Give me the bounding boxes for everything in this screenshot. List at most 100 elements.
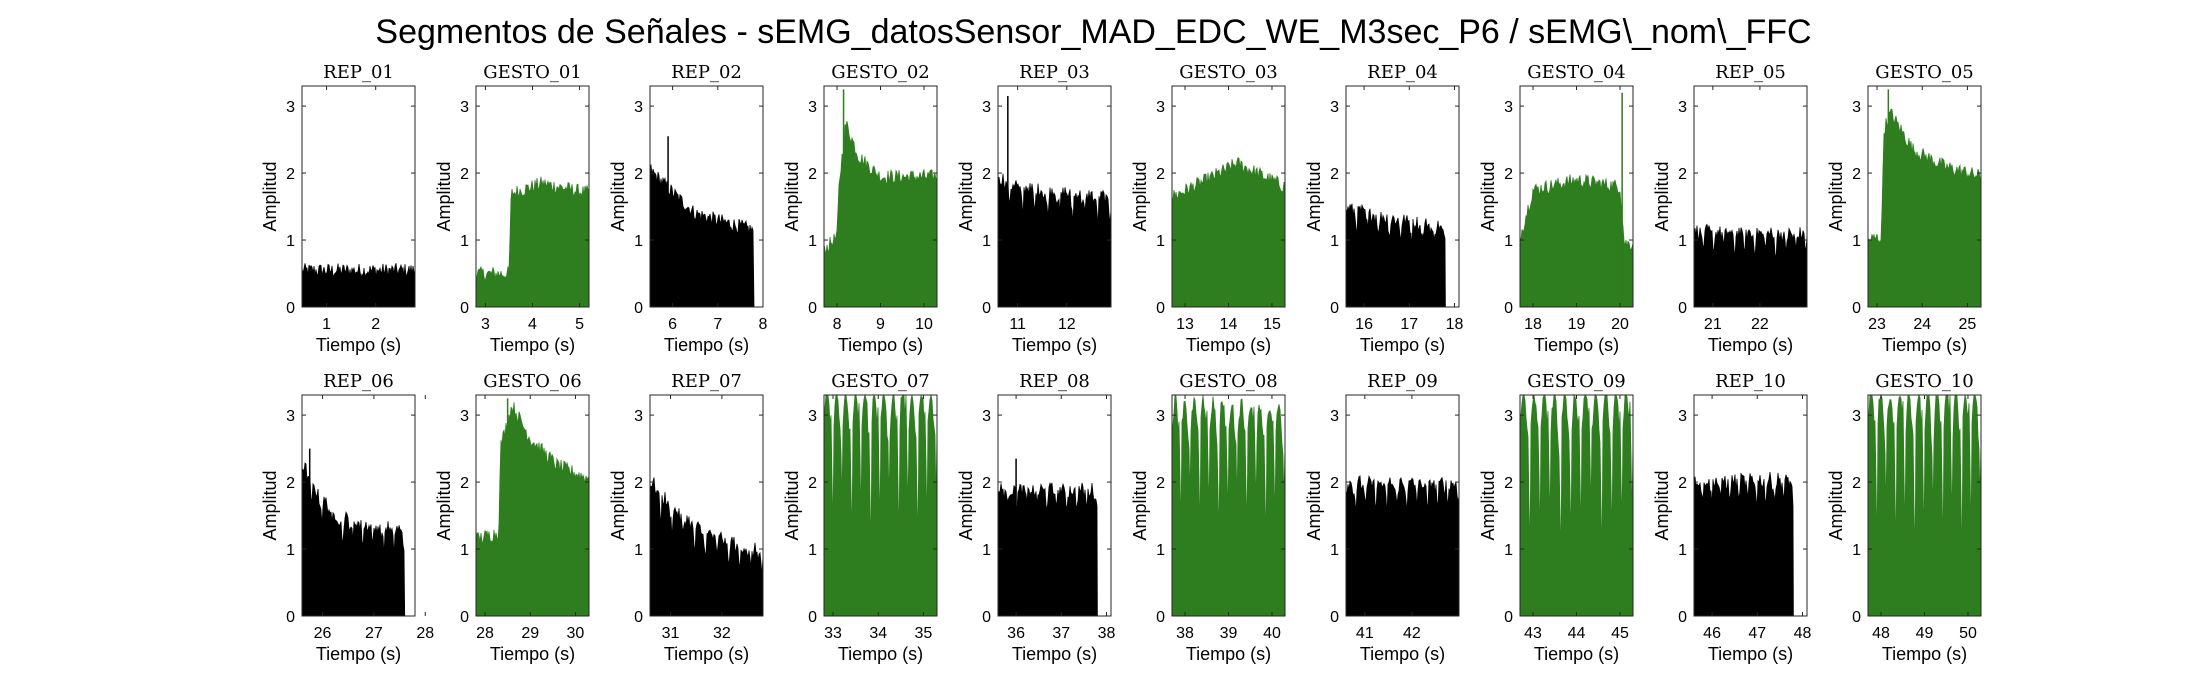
y-tick-label: 3 bbox=[286, 408, 295, 425]
subplot-gesto-09: 0 1 2 3 43 44 45 GESTO_09 Tiempo (s) Amplitud bbox=[1478, 371, 1634, 664]
x-axis-label: Tiempo (s) bbox=[316, 335, 401, 355]
signal-area bbox=[997, 173, 1112, 308]
y-tick-label: 2 bbox=[808, 475, 817, 492]
x-tick-label: 48 bbox=[1794, 625, 1812, 642]
y-tick-label: 2 bbox=[1678, 166, 1687, 183]
y-tick-label: 3 bbox=[982, 99, 991, 116]
x-tick-label: 31 bbox=[662, 625, 680, 642]
axes-box bbox=[1345, 394, 1460, 617]
subplot-title: GESTO_02 bbox=[831, 62, 930, 83]
axes-box bbox=[301, 394, 416, 617]
y-tick-label: 0 bbox=[460, 609, 469, 626]
x-tick-label: 32 bbox=[713, 625, 731, 642]
axes-box bbox=[649, 394, 764, 617]
axes-box bbox=[997, 85, 1112, 308]
x-tick-label: 28 bbox=[476, 625, 494, 642]
x-tick-label: 3 bbox=[481, 316, 490, 333]
x-tick-label: 30 bbox=[567, 625, 585, 642]
y-axis-label: Amplitud bbox=[1304, 470, 1324, 540]
y-tick-label: 0 bbox=[1330, 300, 1339, 317]
signal-area bbox=[1171, 157, 1286, 308]
signal-area bbox=[823, 393, 938, 617]
subplot-rep-08: 0 1 2 3 36 37 38 REP_08 Tiempo (s) Amplitud bbox=[956, 371, 1115, 664]
y-tick-label: 1 bbox=[286, 233, 295, 250]
y-tick-label: 0 bbox=[634, 300, 643, 317]
y-tick-label: 0 bbox=[808, 300, 817, 317]
subplot-title: REP_05 bbox=[1715, 62, 1786, 83]
x-axis-label: Tiempo (s) bbox=[664, 335, 749, 355]
subplot-title: REP_09 bbox=[1367, 371, 1438, 392]
y-tick-label: 0 bbox=[1504, 300, 1513, 317]
x-axis-label: Tiempo (s) bbox=[1708, 335, 1793, 355]
x-tick-label: 12 bbox=[1058, 316, 1076, 333]
x-axis-label: Tiempo (s) bbox=[1360, 644, 1445, 664]
y-axis-label: Amplitud bbox=[608, 470, 628, 540]
y-tick-label: 0 bbox=[1678, 609, 1687, 626]
y-tick-label: 3 bbox=[460, 408, 469, 425]
y-tick-label: 3 bbox=[634, 408, 643, 425]
y-tick-label: 1 bbox=[1156, 542, 1165, 559]
y-tick-label: 3 bbox=[982, 408, 991, 425]
y-tick-label: 0 bbox=[286, 300, 295, 317]
y-tick-label: 2 bbox=[1504, 166, 1513, 183]
x-tick-label: 38 bbox=[1098, 625, 1116, 642]
x-tick-label: 24 bbox=[1913, 316, 1931, 333]
x-axis-label: Tiempo (s) bbox=[1534, 335, 1619, 355]
y-tick-label: 1 bbox=[1678, 542, 1687, 559]
x-axis-label: Tiempo (s) bbox=[1012, 335, 1097, 355]
y-tick-label: 1 bbox=[460, 233, 469, 250]
x-tick-label: 39 bbox=[1220, 625, 1238, 642]
y-tick-label: 2 bbox=[1156, 166, 1165, 183]
x-tick-label: 28 bbox=[416, 625, 434, 642]
y-tick-label: 2 bbox=[460, 475, 469, 492]
y-tick-label: 2 bbox=[460, 166, 469, 183]
signal-area bbox=[1867, 108, 1982, 308]
subplot-gesto-10: 0 1 2 3 48 49 50 GESTO_10 Tiempo (s) Amplitud bbox=[1826, 371, 1982, 664]
y-tick-label: 2 bbox=[286, 475, 295, 492]
x-tick-label: 29 bbox=[521, 625, 539, 642]
x-tick-label: 35 bbox=[915, 625, 933, 642]
y-tick-label: 0 bbox=[286, 609, 295, 626]
y-tick-label: 2 bbox=[1678, 475, 1687, 492]
x-axis-label: Tiempo (s) bbox=[1534, 644, 1619, 664]
y-axis-label: Amplitud bbox=[782, 470, 802, 540]
x-tick-label: 20 bbox=[1611, 316, 1629, 333]
x-axis-label: Tiempo (s) bbox=[664, 644, 749, 664]
signal-area bbox=[997, 481, 1098, 617]
y-axis-label: Amplitud bbox=[956, 161, 976, 231]
x-tick-label: 15 bbox=[1263, 316, 1281, 333]
subplot-rep-07: 0 1 2 3 31 32 REP_07 Tiempo (s) Amplitud bbox=[608, 371, 764, 664]
x-tick-label: 33 bbox=[824, 625, 842, 642]
subplot-title: GESTO_01 bbox=[483, 62, 582, 83]
y-tick-label: 2 bbox=[1156, 475, 1165, 492]
x-axis-label: Tiempo (s) bbox=[490, 644, 575, 664]
y-tick-label: 3 bbox=[1852, 99, 1861, 116]
subplot-gesto-08: 0 1 2 3 38 39 40 GESTO_08 Tiempo (s) Amplitud bbox=[1130, 371, 1286, 664]
y-tick-label: 1 bbox=[982, 542, 991, 559]
subplot-title: REP_08 bbox=[1019, 371, 1090, 392]
x-tick-label: 9 bbox=[876, 316, 885, 333]
axes-box bbox=[997, 394, 1112, 617]
x-tick-label: 40 bbox=[1263, 625, 1281, 642]
x-tick-label: 5 bbox=[575, 316, 584, 333]
y-tick-label: 1 bbox=[1504, 542, 1513, 559]
x-tick-label: 45 bbox=[1611, 625, 1629, 642]
y-axis-label: Amplitud bbox=[608, 161, 628, 231]
x-tick-label: 47 bbox=[1748, 625, 1766, 642]
y-tick-label: 2 bbox=[634, 475, 643, 492]
subplot-gesto-02: 0 1 2 3 8 9 10 GESTO_02 Tiempo (s) Amplitud bbox=[782, 62, 938, 355]
x-tick-label: 2 bbox=[371, 316, 380, 333]
x-tick-label: 43 bbox=[1524, 625, 1542, 642]
x-tick-label: 14 bbox=[1220, 316, 1238, 333]
x-tick-label: 18 bbox=[1524, 316, 1542, 333]
x-tick-label: 22 bbox=[1751, 316, 1769, 333]
y-tick-label: 1 bbox=[982, 233, 991, 250]
subplot-rep-04: 0 1 2 3 16 17 18 REP_04 Tiempo (s) Amplitud bbox=[1304, 62, 1463, 355]
x-axis-label: Tiempo (s) bbox=[1708, 644, 1793, 664]
y-tick-label: 0 bbox=[808, 609, 817, 626]
y-tick-label: 0 bbox=[1156, 609, 1165, 626]
subplot-title: REP_04 bbox=[1367, 62, 1438, 83]
x-tick-label: 16 bbox=[1355, 316, 1373, 333]
x-tick-label: 37 bbox=[1052, 625, 1070, 642]
